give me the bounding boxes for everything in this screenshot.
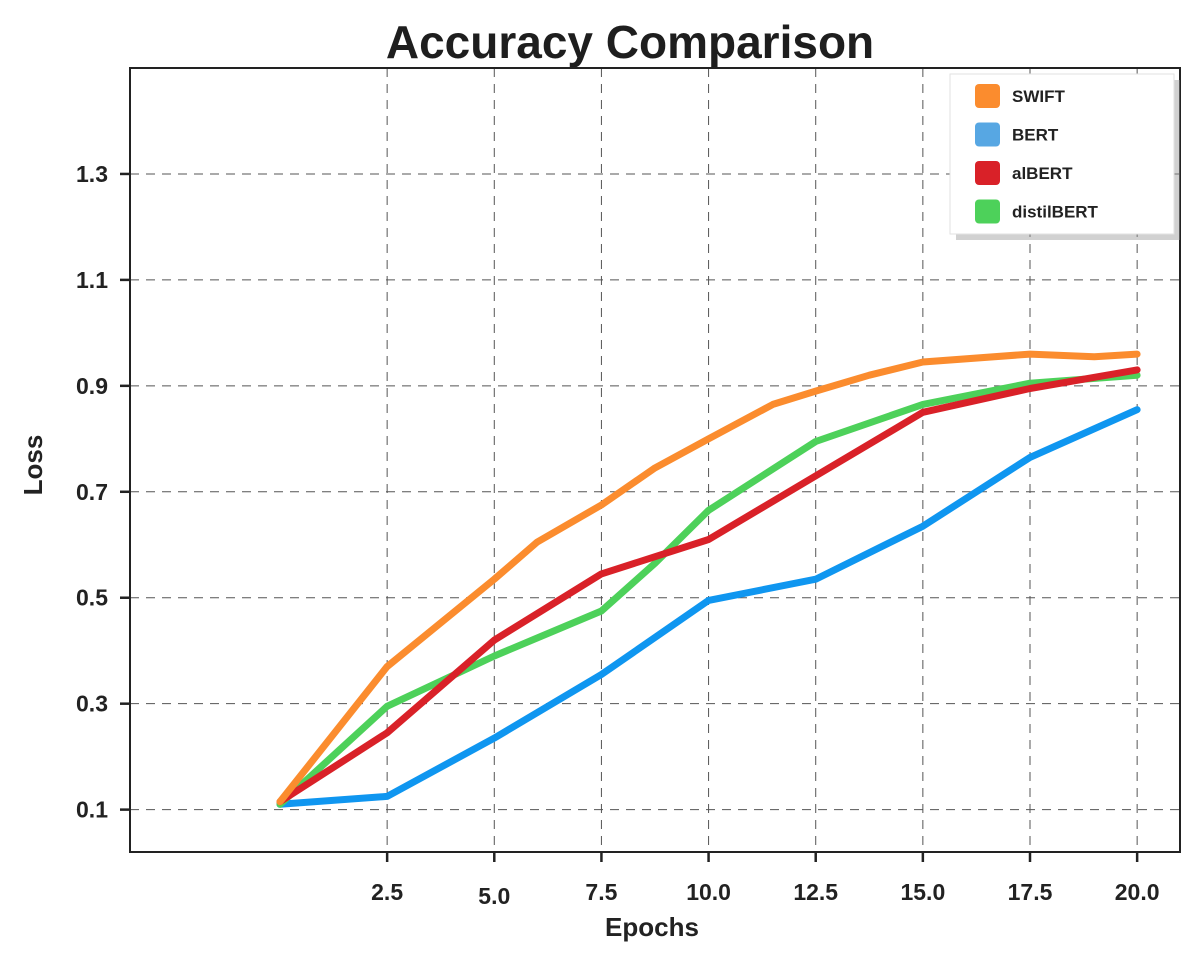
y-tick-label: 0.5 <box>76 585 108 611</box>
legend-items: SWIFT BERT alBERT distilBERT <box>975 84 1099 224</box>
y-tick-label: 0.3 <box>76 691 108 717</box>
y-tick-label: 0.9 <box>76 373 108 399</box>
x-tick-label: 2.5 <box>371 879 403 905</box>
legend-label-swift: SWIFT <box>1012 87 1065 106</box>
y-tick-label: 1.3 <box>76 161 108 187</box>
series-line-albert <box>276 366 1141 806</box>
axis-ticks: 2.5 5.0 7.5 10.0 12.5 15.0 17.5 20.0 0.1 0.3 0.5 0.… <box>76 161 1160 909</box>
y-tick-label: 0.7 <box>76 479 108 505</box>
legend-swatch-swift <box>975 84 1000 108</box>
x-tick-label: 17.5 <box>1008 879 1053 905</box>
x-tick-label: 12.5 <box>793 879 838 905</box>
series-line-bert <box>276 406 1141 808</box>
legend-label-albert: alBERT <box>1012 164 1073 183</box>
legend-label-distilbert: distilBERT <box>1012 203 1099 222</box>
y-tick-label: 1.1 <box>76 267 108 293</box>
plot-frame <box>129 67 1181 853</box>
series-lines <box>276 350 1141 808</box>
x-tick-label: 20.0 <box>1115 879 1160 905</box>
x-axis-label: Epochs <box>605 912 699 942</box>
series-line-distilbert <box>276 371 1141 808</box>
legend-swatch-albert <box>975 161 1000 185</box>
y-tick-label: 0.1 <box>76 797 108 823</box>
y-axis-label: Loss <box>18 435 48 496</box>
series-line-swift <box>276 350 1141 806</box>
legend-swatch-distilbert <box>975 199 1000 224</box>
x-tick-label: 7.5 <box>585 879 617 905</box>
legend-swatch-bert <box>975 122 1000 147</box>
x-tick-label: 5.0 <box>478 883 510 909</box>
x-tick-label: 10.0 <box>686 879 731 905</box>
legend: SWIFT BERT alBERT distilBERT <box>949 73 1180 240</box>
chart-title: Accuracy Comparison <box>386 16 874 68</box>
legend-label-bert: BERT <box>1012 126 1059 145</box>
x-tick-label: 15.0 <box>900 879 945 905</box>
